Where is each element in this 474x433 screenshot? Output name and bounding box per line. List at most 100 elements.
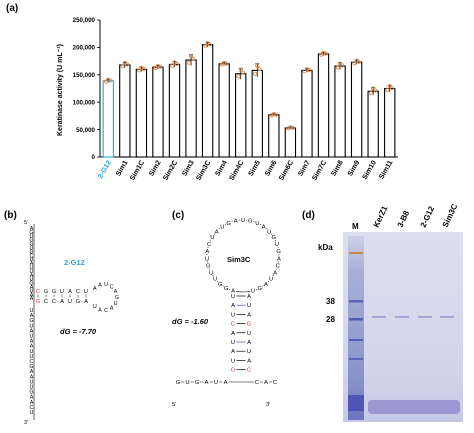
nucleotide: U <box>30 354 34 360</box>
nucleotide: G <box>176 380 181 386</box>
nucleotide: A <box>30 292 34 298</box>
nucleotide: U <box>30 323 34 329</box>
nucleotide-bg <box>263 377 269 384</box>
nucleotide: G <box>29 230 33 236</box>
nucleotide: A <box>30 285 34 291</box>
data-point <box>155 63 160 68</box>
category-labels: 2-G12 Sim1 Sim1C Sim2 Sim2C Sim3 Sim3C Sim4 Sim4… <box>97 159 394 181</box>
bar <box>218 63 230 158</box>
data-point <box>189 54 194 59</box>
nucleotide-bg <box>267 275 275 282</box>
nucleotide: G <box>218 282 223 288</box>
nucleotide: U <box>30 379 34 385</box>
nucleotide: A <box>30 313 34 319</box>
nucleotide: G <box>115 295 119 301</box>
data-point <box>356 59 361 64</box>
dye-front <box>368 400 460 414</box>
nucleotide: U <box>247 331 251 337</box>
bar <box>334 65 346 158</box>
data-point <box>219 62 224 67</box>
nucleotide: A <box>247 294 251 300</box>
nucleotide-bg <box>175 377 181 384</box>
nucleotide-bg <box>274 262 281 269</box>
nucleotide: C <box>273 380 277 386</box>
category-label: Sim9 <box>347 159 361 177</box>
nucleotide: U <box>247 303 251 309</box>
data-point <box>141 66 146 71</box>
three-prime-b: 3' <box>24 420 28 426</box>
nucleotide: G <box>247 322 252 328</box>
nucleotide: U <box>30 410 34 416</box>
nucleotide: A <box>98 283 102 289</box>
nucleotide: U <box>214 380 218 386</box>
nucleotide: A <box>224 380 228 386</box>
nucleotide: U <box>267 229 271 235</box>
nucleotide: C <box>30 359 34 365</box>
nucleotide-bg <box>194 377 200 384</box>
nucleotide: A <box>247 312 251 318</box>
nucleotide: U <box>275 242 279 248</box>
nucleotide: G <box>226 221 231 227</box>
nucleotide-bg <box>272 377 278 384</box>
nucleotide-bg <box>225 219 232 227</box>
data-point <box>120 64 125 69</box>
nucleotide: A <box>30 374 34 380</box>
band-sim3c <box>440 316 454 318</box>
data-point <box>385 88 390 93</box>
nucleotide-bg <box>256 284 263 292</box>
data-point <box>304 67 309 72</box>
data-point <box>368 91 373 96</box>
y-tick-label: 50,000 <box>76 127 95 134</box>
bar <box>168 63 181 158</box>
data-point <box>158 64 163 69</box>
bar <box>301 69 313 158</box>
nucleotide: C <box>30 253 34 259</box>
nucleotide-bg <box>219 223 226 230</box>
data-point <box>125 62 130 67</box>
nucleotide: U <box>104 282 108 288</box>
bar <box>102 80 114 158</box>
y-tick-label: 150,000 <box>73 72 96 79</box>
nucleotide-bg <box>222 377 229 384</box>
gel-lane-2g12: 2-G12 <box>419 204 437 228</box>
nucleotide: C <box>36 289 40 295</box>
nucleotide: G <box>29 364 33 370</box>
nucleotide: U <box>30 288 34 294</box>
nucleotide: A <box>231 331 235 337</box>
marker-band-3 <box>349 339 363 341</box>
data-point <box>104 79 109 84</box>
data-point <box>302 69 307 74</box>
y-tick-label: 100,000 <box>73 99 96 106</box>
data-point <box>274 112 279 117</box>
y-ticks: 0 50,000 100,000 150,000 200,000 250,000 <box>73 17 100 161</box>
nucleotide: G <box>271 235 276 241</box>
nucleotide: U <box>30 234 34 240</box>
data-point <box>139 65 144 70</box>
nucleotide: U <box>205 256 209 262</box>
nucleotide-bg <box>213 228 220 235</box>
nucleotide-bg <box>216 280 224 287</box>
nucleotide-bg <box>232 217 239 224</box>
data-point <box>319 52 324 57</box>
nucleotide: U <box>60 289 64 295</box>
nucleotide-bg <box>184 377 191 384</box>
data-point <box>106 77 111 82</box>
nucleotide-bg <box>203 377 210 384</box>
nucleotide-bg <box>223 284 230 292</box>
nucleotide: U <box>185 380 189 386</box>
panel-label-c: (c) <box>172 210 184 221</box>
nucleotide: U <box>210 235 214 241</box>
data-point <box>290 125 295 130</box>
band-3b8 <box>395 316 409 318</box>
panel-label-d: (d) <box>302 210 315 221</box>
five-prime-b: 5' <box>24 220 28 226</box>
nucleotide: G <box>44 289 48 295</box>
nucleotide-bg <box>209 234 216 241</box>
gel-marker-28: 28 <box>326 315 335 324</box>
data-point <box>307 68 312 73</box>
nucleotide: U <box>30 334 34 340</box>
data-point <box>153 65 158 70</box>
